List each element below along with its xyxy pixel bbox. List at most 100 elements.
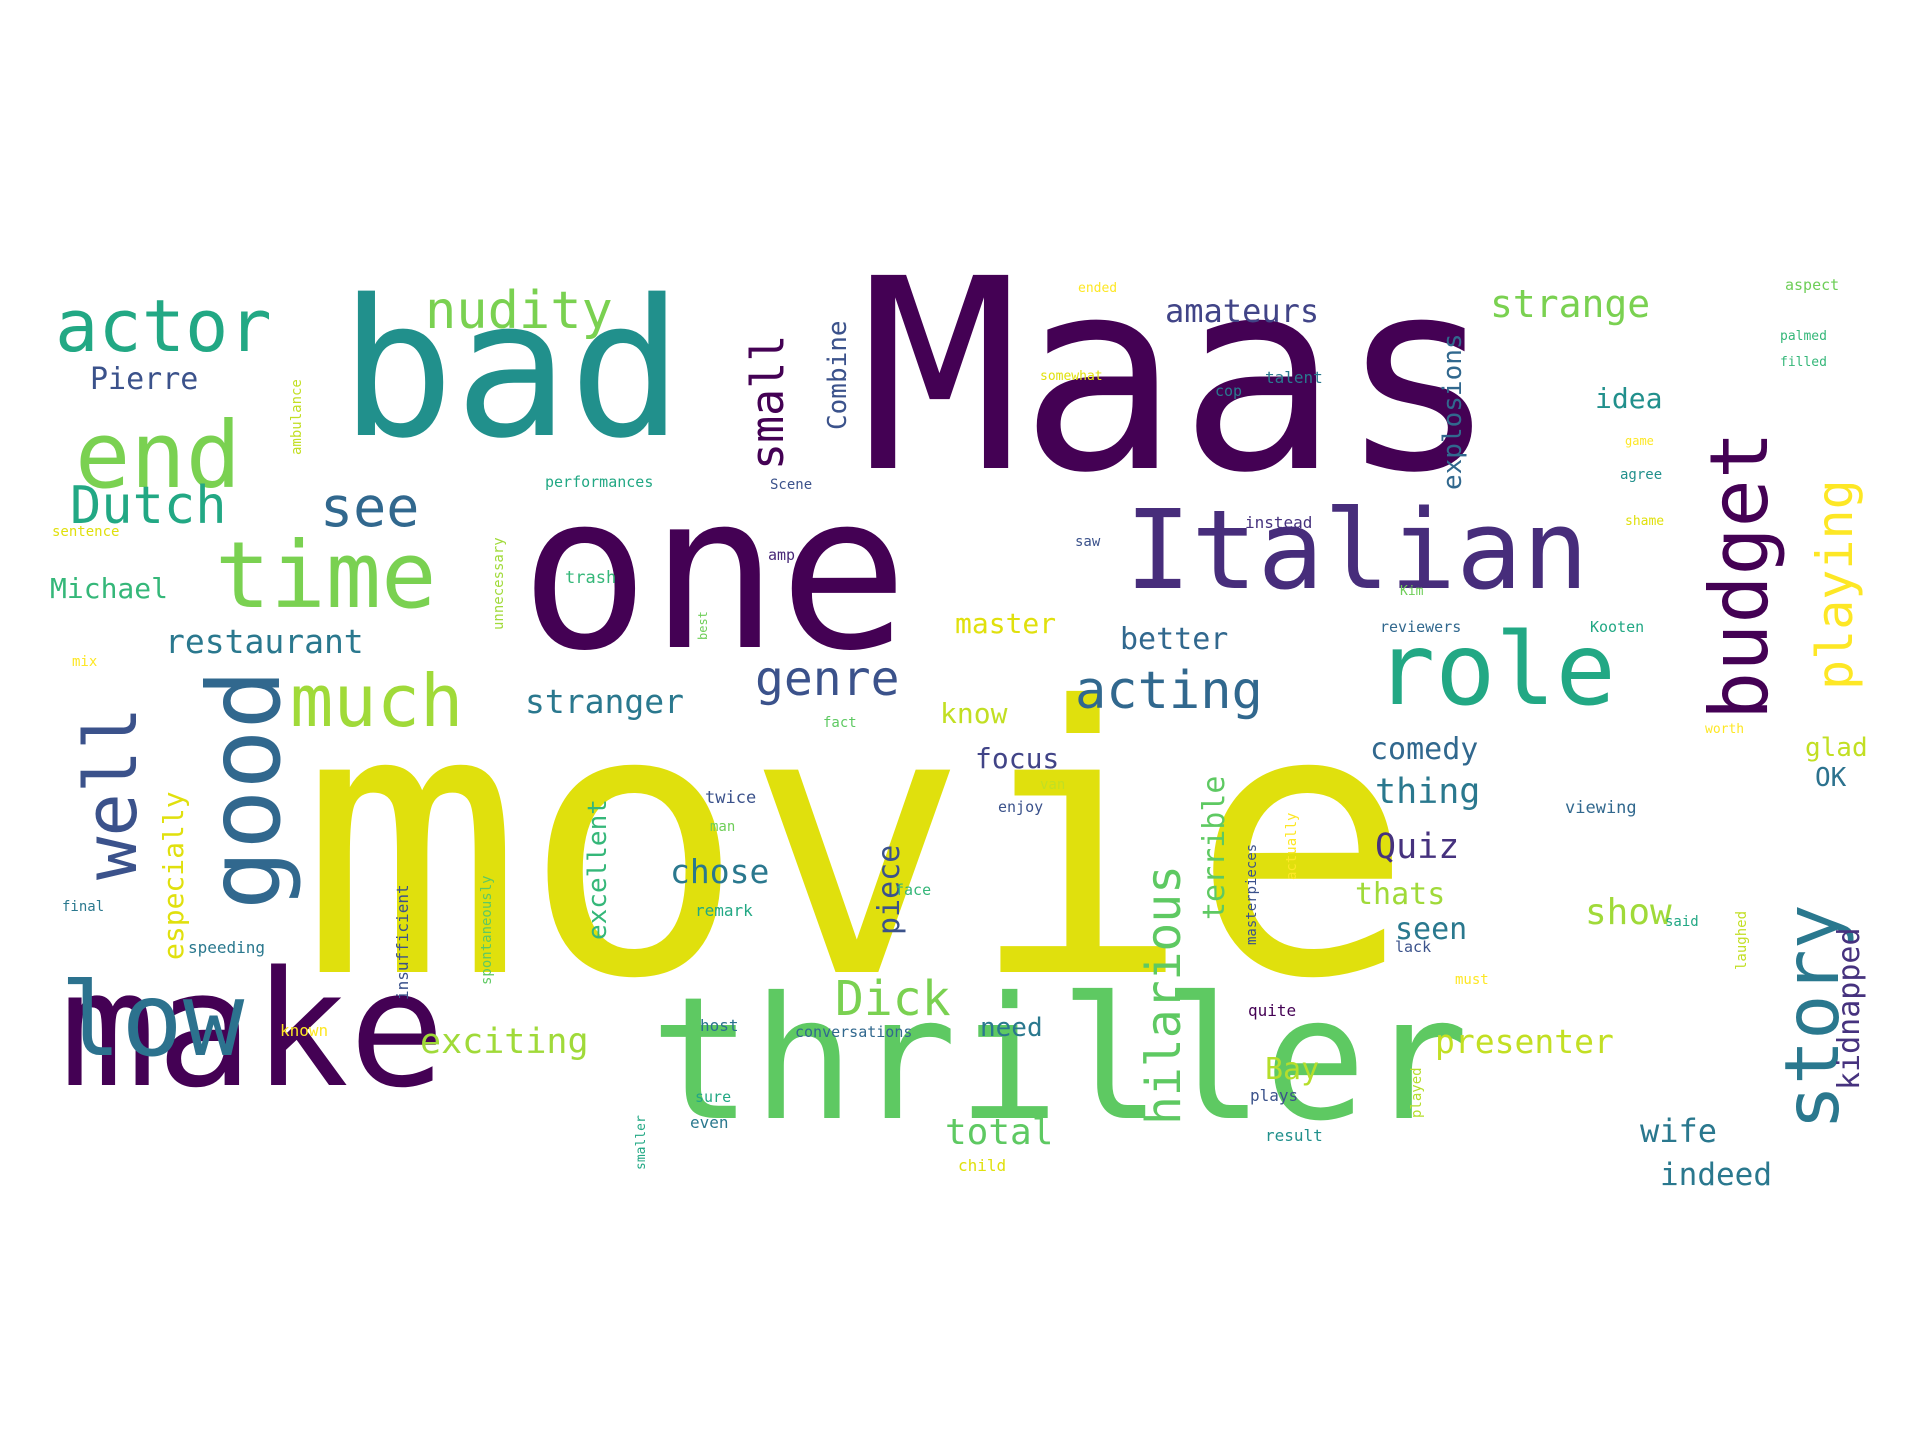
word-face: face xyxy=(895,881,932,899)
word-ambulance: ambulance xyxy=(289,379,305,455)
word-instead: instead xyxy=(1245,513,1313,532)
word-actually: actually xyxy=(1284,812,1300,880)
word-viewing: viewing xyxy=(1565,798,1637,818)
word-agree: agree xyxy=(1620,467,1663,483)
word-ended: ended xyxy=(1078,281,1118,296)
word-see: see xyxy=(320,475,420,539)
word-trash: trash xyxy=(565,568,617,588)
word-master: master xyxy=(955,607,1057,640)
word-palmed: palmed xyxy=(1780,329,1827,344)
word-played: played xyxy=(1409,1067,1425,1118)
word-bay: Bay xyxy=(1265,1052,1320,1087)
word-kim: Kim xyxy=(1400,584,1424,599)
word-worth: worth xyxy=(1705,722,1745,737)
word-seen: seen xyxy=(1395,912,1468,947)
word-stranger: stranger xyxy=(525,682,684,721)
word-genre: genre xyxy=(755,651,900,707)
word-much: much xyxy=(290,659,464,743)
word-good: good xyxy=(186,669,303,910)
word-reviewers: reviewers xyxy=(1380,618,1462,636)
word-small: small xyxy=(741,334,794,470)
word-focus: focus xyxy=(975,742,1060,775)
word-indeed: indeed xyxy=(1660,1157,1772,1193)
word-chose: chose xyxy=(670,852,770,891)
word-ok: OK xyxy=(1815,763,1847,793)
word-van: van xyxy=(1040,777,1066,793)
word-said: said xyxy=(1665,914,1699,930)
word-comedy: comedy xyxy=(1370,732,1479,767)
word-one: one xyxy=(520,447,909,698)
word-child: child xyxy=(958,1156,1007,1175)
word-twice: twice xyxy=(705,788,757,808)
word-especially: especially xyxy=(157,791,190,960)
word-spontaneously: spontaneously xyxy=(479,875,495,985)
word-restaurant: restaurant xyxy=(165,622,364,661)
word-game: game xyxy=(1625,434,1654,448)
word-mix: mix xyxy=(72,654,98,670)
word-actor: actor xyxy=(55,284,272,368)
word-plays: plays xyxy=(1250,1086,1299,1105)
word-pierre: Pierre xyxy=(90,362,199,397)
word-enjoy: enjoy xyxy=(998,798,1044,816)
word-dutch: Dutch xyxy=(70,476,227,536)
word-role: role xyxy=(1375,611,1616,728)
word-even: even xyxy=(690,1113,729,1132)
word-combine: Combine xyxy=(823,320,853,430)
word-nudity: nudity xyxy=(425,281,613,341)
word-make: make xyxy=(60,936,446,1123)
word-kidnapped: kidnapped xyxy=(1832,927,1867,1090)
word-show: show xyxy=(1585,892,1672,933)
word-scene: Scene xyxy=(770,477,813,493)
word-talent: talent xyxy=(1265,368,1323,387)
word-speeding: speeding xyxy=(188,938,266,957)
word-strange: strange xyxy=(1490,282,1651,326)
word-result: result xyxy=(1265,1126,1323,1145)
word-need: need xyxy=(980,1013,1043,1043)
word-better: better xyxy=(1120,622,1229,657)
word-wife: wife xyxy=(1640,1112,1718,1150)
word-man: man xyxy=(710,819,736,835)
word-quiz: Quiz xyxy=(1375,827,1460,867)
word-shame: shame xyxy=(1625,514,1665,529)
word-quite: quite xyxy=(1248,1001,1297,1020)
word-conversations: conversations xyxy=(795,1023,913,1041)
word-well: well xyxy=(69,706,153,880)
word-masterpieces: masterpieces xyxy=(1244,843,1260,945)
word-presenter: presenter xyxy=(1435,1022,1614,1061)
word-acting: acting xyxy=(1075,661,1263,721)
word-end: end xyxy=(75,402,242,509)
word-remark: remark xyxy=(695,901,753,920)
word-aspect: aspect xyxy=(1785,276,1840,294)
word-cop: cop xyxy=(1215,382,1243,400)
word-michael: Michael xyxy=(50,572,169,605)
word-idea: idea xyxy=(1595,382,1663,415)
word-saw: saw xyxy=(1075,534,1101,550)
word-playing: playing xyxy=(1806,479,1864,690)
word-glad: glad xyxy=(1805,733,1868,763)
word-final: final xyxy=(62,899,105,915)
word-movie: movie xyxy=(300,630,1414,1060)
word-unnecessary: unnecessary xyxy=(491,537,507,630)
word-host: host xyxy=(700,1016,739,1035)
word-hilarious: hilarious xyxy=(1136,864,1192,1125)
word-maas: Maas xyxy=(860,223,1499,531)
word-know: know xyxy=(940,697,1008,730)
word-exciting: exciting xyxy=(420,1022,589,1062)
word-best: best xyxy=(696,611,710,640)
word-fact: fact xyxy=(823,715,857,731)
word-sure: sure xyxy=(695,1088,732,1106)
word-thing: thing xyxy=(1375,772,1481,812)
word-budget: budget xyxy=(1693,431,1786,720)
word-amp: amp xyxy=(768,546,796,564)
word-thriller: thriller xyxy=(650,961,1469,1159)
word-sentence: sentence xyxy=(52,524,120,540)
word-known: known xyxy=(280,1021,329,1040)
word-dick: Dick xyxy=(835,971,951,1027)
word-bad: bad xyxy=(340,259,684,480)
word-explosions: explosions xyxy=(1438,333,1468,490)
word-total: total xyxy=(945,1112,1054,1153)
word-performances: performances xyxy=(545,473,654,491)
word-smaller: smaller xyxy=(634,1115,649,1170)
word-laughed: laughed xyxy=(1734,910,1750,970)
